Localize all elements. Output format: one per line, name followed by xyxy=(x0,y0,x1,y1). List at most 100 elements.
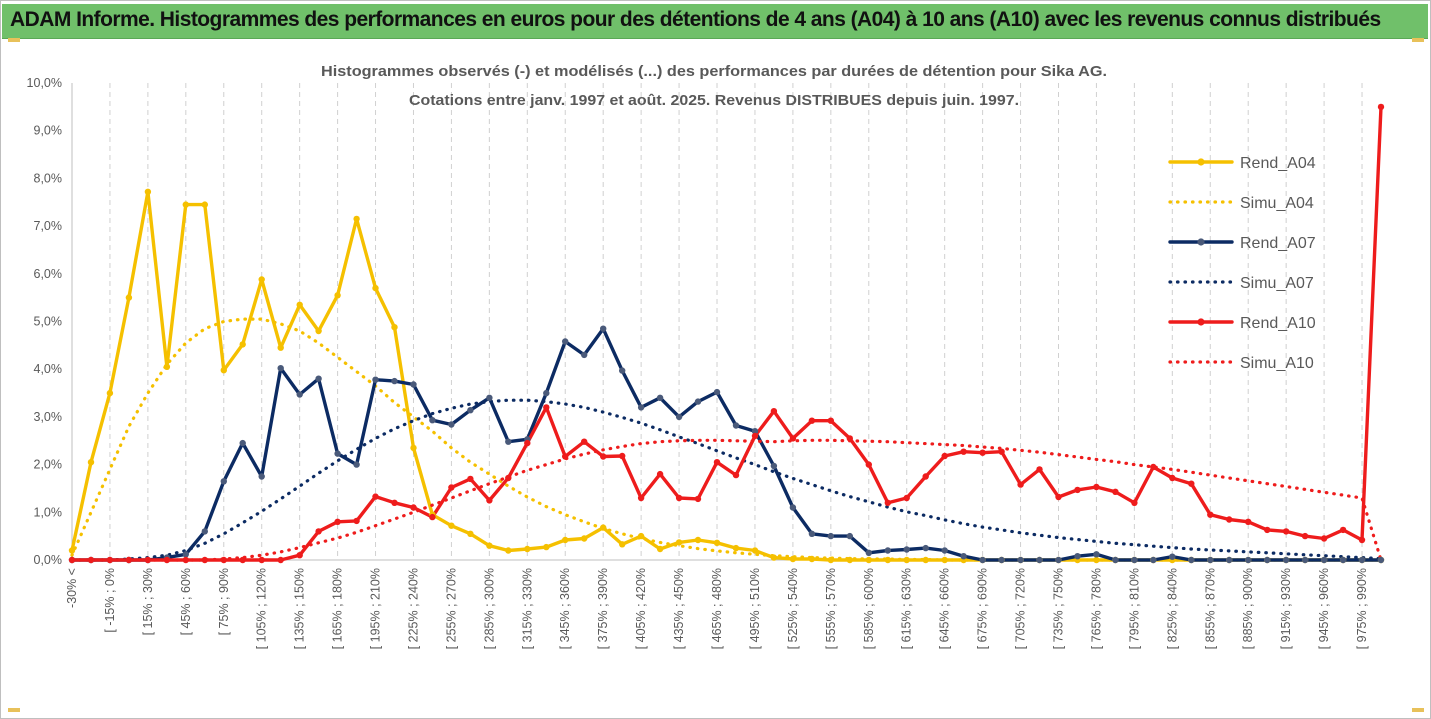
series-line-rend-a07 xyxy=(70,327,1383,562)
data-point-rend-a04 xyxy=(865,556,872,564)
data-point-rend-a07 xyxy=(941,547,948,554)
data-point-rend-a07 xyxy=(1339,556,1347,564)
data-point-rend-a07 xyxy=(486,394,493,401)
x-tick-label: -30% < xyxy=(65,568,79,608)
data-point-rend-a10 xyxy=(808,417,816,424)
data-point-rend-a07 xyxy=(201,528,208,535)
data-point-rend-a10 xyxy=(296,552,303,559)
data-point-rend-a10 xyxy=(391,499,398,506)
data-point-rend-a10 xyxy=(1036,466,1043,473)
data-point-rend-a07 xyxy=(391,377,398,385)
data-point-rend-a04 xyxy=(770,554,778,561)
data-point-rend-a07 xyxy=(1377,556,1385,564)
data-point-rend-a04 xyxy=(410,444,417,452)
data-point-rend-a07 xyxy=(922,544,929,552)
data-point-rend-a10 xyxy=(1358,536,1366,544)
data-point-rend-a10 xyxy=(1320,535,1328,542)
data-point-rend-a07 xyxy=(1320,556,1328,564)
data-point-rend-a07 xyxy=(182,551,189,558)
data-point-rend-a07 xyxy=(1093,551,1100,558)
axes: 0,0% 1,0% 2,0% 3,0% 4,0% 5,0% 6,0% 7,0% 8,0% 9,0%… xyxy=(27,76,1381,649)
data-point-rend-a07 xyxy=(239,439,246,447)
data-point-rend-a10 xyxy=(1150,463,1157,471)
data-point-rend-a10 xyxy=(619,452,626,460)
data-point-rend-a10 xyxy=(732,471,740,479)
y-tick-label: 8,0% xyxy=(34,171,63,185)
data-point-rend-a10 xyxy=(1112,488,1119,495)
data-point-rend-a10 xyxy=(163,556,171,564)
data-point-rend-a07 xyxy=(751,428,759,435)
x-tick-label: [ 945% ; 960% xyxy=(1317,568,1331,649)
data-point-rend-a07 xyxy=(277,365,284,372)
data-point-rend-a10 xyxy=(1188,480,1195,487)
data-point-rend-a04 xyxy=(562,536,569,544)
x-tick-label: [ 285% ; 300% xyxy=(482,568,496,649)
x-tick-label: [ 885% ; 900% xyxy=(1241,568,1255,649)
legend: Rend_A04 Simu_A04 Rend_A07 Simu_A07 Rend_A10… xyxy=(1168,155,1316,372)
data-point-rend-a10 xyxy=(770,408,778,415)
y-tick-label: 4,0% xyxy=(34,362,63,376)
data-point-rend-a04 xyxy=(106,389,114,397)
legend-label-rend-a07: Rend_A07 xyxy=(1240,235,1316,252)
data-point-rend-a10 xyxy=(1093,483,1100,491)
data-point-rend-a07 xyxy=(846,532,853,540)
data-point-rend-a07 xyxy=(372,376,379,383)
data-point-rend-a07 xyxy=(467,407,474,414)
legend-label-simu-a04: Simu_A04 xyxy=(1240,195,1314,212)
x-tick-label: [ 195% ; 210% xyxy=(369,568,383,649)
data-point-rend-a07 xyxy=(1207,556,1214,564)
x-tick-label: [ 825% ; 840% xyxy=(1165,568,1179,649)
data-point-rend-a04 xyxy=(277,344,284,351)
data-point-rend-a04 xyxy=(543,543,550,551)
data-point-rend-a04 xyxy=(903,556,910,564)
data-point-rend-a10 xyxy=(467,475,474,483)
y-tick-label: 9,0% xyxy=(34,124,63,138)
legend-label-simu-a10: Simu_A10 xyxy=(1240,355,1314,372)
data-point-rend-a07 xyxy=(770,462,778,470)
legend-marker xyxy=(1197,238,1205,246)
data-point-rend-a10 xyxy=(562,453,569,460)
x-tick-label: [ 105% ; 120% xyxy=(255,568,269,649)
x-tick-label: [ 735% ; 750% xyxy=(1051,568,1065,649)
data-point-rend-a10 xyxy=(922,473,929,480)
data-point-rend-a10 xyxy=(543,404,550,411)
data-point-rend-a04 xyxy=(391,324,398,331)
series-line-rend-a10 xyxy=(70,105,1383,562)
data-point-rend-a10 xyxy=(524,439,531,447)
y-tick-label: 10,0% xyxy=(27,76,62,90)
data-point-rend-a10 xyxy=(1339,526,1347,534)
x-tick-label: [ 765% ; 780% xyxy=(1089,568,1103,649)
data-point-rend-a07 xyxy=(675,413,683,421)
data-point-rend-a10 xyxy=(182,556,189,564)
data-point-rend-a07 xyxy=(600,325,607,332)
data-point-rend-a04 xyxy=(334,292,341,299)
data-point-rend-a04 xyxy=(125,294,133,301)
data-point-rend-a10 xyxy=(315,528,322,535)
data-point-rend-a04 xyxy=(524,545,531,553)
data-point-rend-a07 xyxy=(808,530,816,537)
data-point-rend-a10 xyxy=(1301,532,1309,540)
data-point-rend-a07 xyxy=(429,417,436,424)
data-point-rend-a04 xyxy=(296,301,303,308)
data-point-rend-a07 xyxy=(713,388,721,396)
x-tick-label: [ 915% ; 930% xyxy=(1279,568,1293,649)
data-point-rend-a04 xyxy=(220,367,227,374)
data-point-rend-a10 xyxy=(1264,526,1271,534)
x-tick-label: [ 165% ; 180% xyxy=(331,568,345,649)
x-tick-label: [ 315% ; 330% xyxy=(520,568,534,649)
y-tick-label: 3,0% xyxy=(34,410,63,424)
data-point-rend-a04 xyxy=(353,215,360,223)
data-point-rend-a10 xyxy=(410,504,417,511)
data-point-rend-a10 xyxy=(125,556,133,564)
data-point-rend-a10 xyxy=(429,513,436,521)
data-point-rend-a10 xyxy=(505,474,512,482)
x-tick-label: [ 855% ; 870% xyxy=(1203,568,1217,649)
data-point-rend-a07 xyxy=(353,461,360,468)
data-point-rend-a07 xyxy=(827,532,834,540)
data-point-rend-a04 xyxy=(713,539,721,546)
data-point-rend-a07 xyxy=(543,389,550,397)
legend-label-simu-a07: Simu_A07 xyxy=(1240,275,1314,292)
data-point-rend-a10 xyxy=(1169,474,1176,482)
data-point-rend-a04 xyxy=(675,539,683,546)
data-point-rend-a04 xyxy=(163,363,171,370)
